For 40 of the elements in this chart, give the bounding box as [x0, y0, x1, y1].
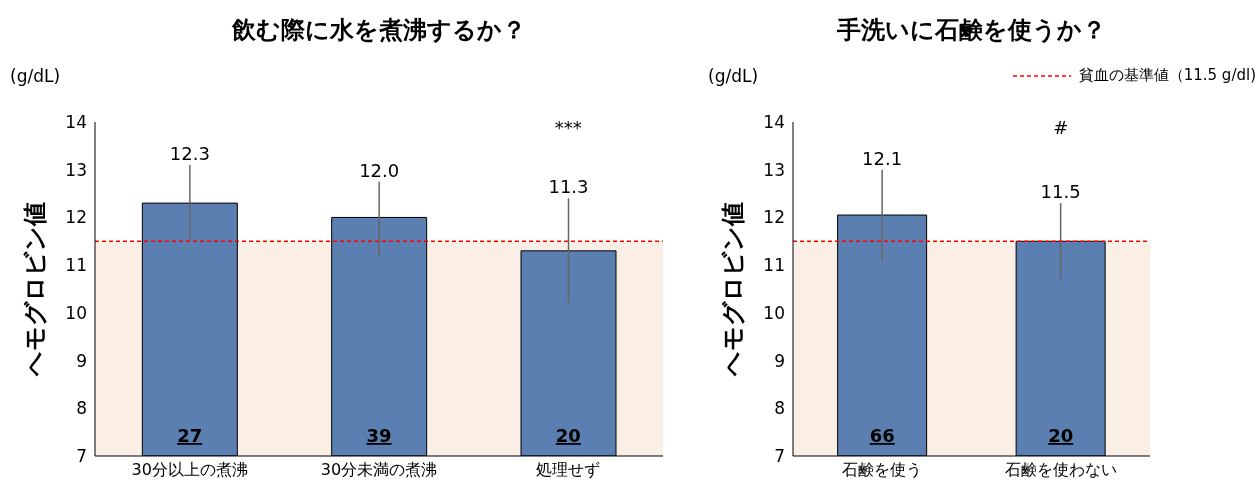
- x-tick-label: 30分以上の煮沸: [131, 460, 248, 480]
- data-label: 12.0: [359, 159, 400, 181]
- x-tick-label: 石鹸を使う: [842, 460, 923, 480]
- y-tick-label: 10: [65, 302, 87, 323]
- y-tick-label: 13: [65, 159, 87, 180]
- y-tick-label: 7: [76, 446, 87, 467]
- y-axis-title: ヘモグロビン値: [21, 202, 49, 377]
- y-tick-label: 11: [65, 255, 87, 276]
- y-tick-label: 8: [76, 398, 87, 419]
- y-tick-label: 14: [763, 112, 785, 133]
- y-tick-label: 13: [763, 159, 785, 180]
- text: (g/dL): [10, 66, 61, 86]
- chart-title: 手洗いに石鹸を使うか？: [836, 15, 1107, 46]
- annotation: #: [1053, 117, 1069, 138]
- annotation: ***: [554, 117, 582, 138]
- annotation: 20: [555, 425, 581, 446]
- annotation: 27: [177, 425, 203, 446]
- y-tick-label: 14: [65, 112, 87, 133]
- x-tick-label: 30分未満の煮沸: [320, 460, 438, 480]
- legend-label: 貧血の基準値（11.5 g/dl): [1078, 66, 1256, 85]
- data-label: 11.5: [1040, 181, 1081, 203]
- x-tick-label: 石鹸を使わない: [1004, 460, 1117, 480]
- y-tick-label: 9: [774, 350, 785, 371]
- annotation: 39: [366, 425, 392, 446]
- y-tick-label: 8: [774, 398, 785, 419]
- y-tick-label: 9: [76, 350, 87, 371]
- y-tick-label: 12: [65, 207, 87, 228]
- annotation: 20: [1048, 425, 1074, 446]
- data-label: 12.1: [862, 147, 903, 169]
- y-tick-label: 10: [763, 302, 785, 323]
- text: (g/dL): [708, 66, 759, 86]
- data-label: 12.3: [169, 142, 210, 164]
- data-label: 11.3: [548, 176, 589, 198]
- chart-title: 飲む際に水を煮沸するか？: [231, 15, 527, 46]
- y-axis-title: ヘモグロビン値: [719, 202, 747, 377]
- y-tick-label: 12: [763, 207, 785, 228]
- y-tick-label: 7: [774, 446, 785, 467]
- x-tick-label: 処理せず: [536, 460, 601, 480]
- annotation: 66: [869, 425, 895, 446]
- y-tick-label: 11: [763, 255, 785, 276]
